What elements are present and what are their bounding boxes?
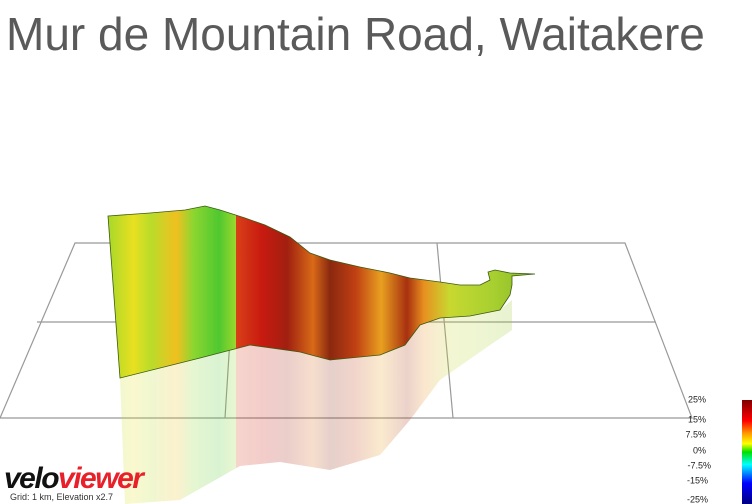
title: Mur de Mountain Road, Waitakere [6, 8, 705, 60]
elevation-wall [107, 205, 536, 379]
legend: 25% 15% 7.5% 0% -7.5% -15% -25% [685, 394, 711, 504]
legend-colorbar [742, 400, 752, 504]
logo-part: velo [4, 462, 59, 495]
legend-label: 7.5% [685, 429, 706, 439]
legend-label: -7.5% [687, 460, 711, 470]
legend-label: -15% [687, 475, 708, 485]
logo-part: viewer [58, 462, 146, 495]
legend-label: 25% [688, 394, 706, 404]
legend-label: -25% [687, 494, 708, 504]
legend-label: 0% [693, 445, 706, 455]
reflection [120, 300, 512, 504]
caption: Grid: 1 km, Elevation x2.7 [10, 492, 113, 502]
logo: veloviewer [4, 462, 146, 495]
legend-label: 15% [688, 414, 706, 424]
grid-outline [0, 242, 693, 419]
